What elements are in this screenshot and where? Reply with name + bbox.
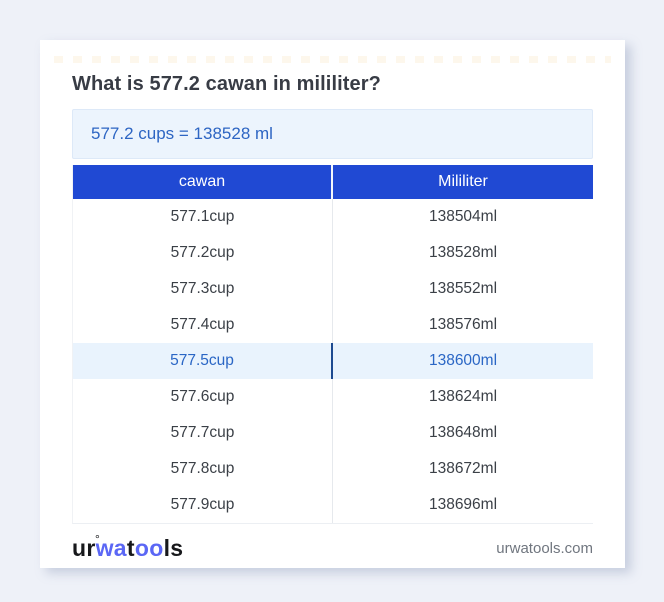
- cell-mililiter: 138600ml: [428, 352, 498, 369]
- logo-text-ur: ur: [72, 534, 96, 561]
- cell-cawan: 577.5cup: [73, 343, 333, 379]
- cell-cawan: 577.7cup: [73, 415, 333, 451]
- conversion-result-box: 577.2 cups = 138528 ml: [72, 109, 593, 159]
- table-header-row: cawan Mililiter: [73, 165, 593, 199]
- cell-cawan: 577.4cup: [73, 307, 333, 343]
- cell-cawan: 577.3cup: [73, 271, 333, 307]
- card-footer: ur ° watools urwatools.com: [72, 532, 593, 564]
- conversion-table: cawan Mililiter 577.1cup 138504ml 577.2cup…: [72, 165, 593, 524]
- table-row[interactable]: 577.1cup 138504ml: [73, 199, 593, 235]
- cell-cawan: 577.8cup: [73, 451, 333, 487]
- table-row[interactable]: 577.4cup 138576ml: [73, 307, 593, 343]
- cell-mililiter: 138528ml: [428, 244, 498, 261]
- cell-cawan: 577.2cup: [73, 235, 333, 271]
- cell-cawan: 577.1cup: [73, 199, 333, 235]
- decorative-dashed-line: [54, 56, 611, 63]
- table-row[interactable]: 577.5cup 138600ml: [73, 343, 593, 379]
- cell-mililiter: 138504ml: [428, 208, 498, 225]
- logo-text-oo: oo: [134, 534, 164, 561]
- table-row[interactable]: 577.9cup 138696ml: [73, 487, 593, 523]
- cell-mililiter: 138576ml: [428, 316, 498, 333]
- table-header-cawan: cawan: [73, 165, 333, 199]
- cell-mililiter: 138624ml: [428, 388, 498, 405]
- converter-card: What is 577.2 cawan in mililiter? 577.2 …: [40, 40, 625, 568]
- table-row[interactable]: 577.2cup 138528ml: [73, 235, 593, 271]
- cell-cawan: 577.9cup: [73, 487, 333, 523]
- logo-text-wa: wa: [95, 534, 127, 561]
- logo-ring-icon: °: [95, 531, 101, 546]
- cell-mililiter: 138672ml: [428, 460, 498, 477]
- table-header-mililiter: Mililiter: [438, 173, 488, 190]
- table-body: 577.1cup 138504ml 577.2cup 138528ml 577.3cup…: [73, 199, 593, 523]
- logo-text-t: t: [126, 534, 135, 561]
- urwatools-logo[interactable]: ur ° watools: [72, 533, 184, 561]
- logo-text-ls: ls: [163, 534, 184, 561]
- cell-mililiter: 138696ml: [428, 496, 498, 513]
- cell-mililiter: 138552ml: [428, 280, 498, 297]
- cell-cawan: 577.6cup: [73, 379, 333, 415]
- table-row[interactable]: 577.7cup 138648ml: [73, 415, 593, 451]
- table-row[interactable]: 577.8cup 138672ml: [73, 451, 593, 487]
- conversion-result-text: 577.2 cups = 138528 ml: [91, 124, 273, 143]
- table-row[interactable]: 577.6cup 138624ml: [73, 379, 593, 415]
- table-row[interactable]: 577.3cup 138552ml: [73, 271, 593, 307]
- page-title: What is 577.2 cawan in mililiter?: [72, 73, 381, 95]
- cell-mililiter: 138648ml: [428, 424, 498, 441]
- site-url-text[interactable]: urwatools.com: [496, 539, 593, 557]
